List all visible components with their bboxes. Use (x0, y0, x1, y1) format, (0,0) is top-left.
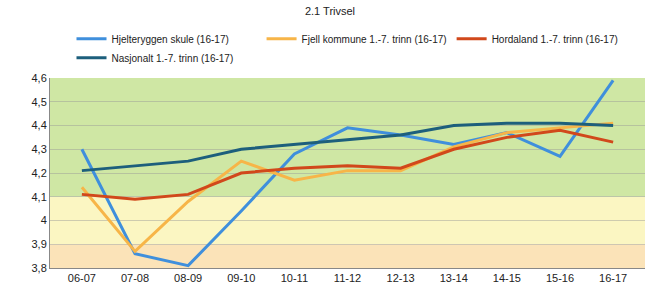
svg-text:Hordaland 1.-7. trinn (16-17): Hordaland 1.-7. trinn (16-17) (492, 34, 618, 45)
svg-text:11-12: 11-12 (334, 272, 361, 284)
svg-text:13-14: 13-14 (440, 272, 468, 284)
svg-text:4: 4 (41, 214, 47, 226)
svg-text:16-17: 16-17 (599, 272, 627, 284)
svg-text:4,3: 4,3 (32, 143, 47, 155)
svg-text:09-10: 09-10 (227, 272, 255, 284)
svg-text:4,1: 4,1 (32, 191, 47, 203)
svg-text:Fjell kommune 1.-7. trinn (16-: Fjell kommune 1.-7. trinn (16-17) (302, 34, 447, 45)
svg-text:Hjelteryggen skule (16-17): Hjelteryggen skule (16-17) (112, 34, 229, 45)
svg-text:07-08: 07-08 (121, 272, 149, 284)
svg-text:4,4: 4,4 (32, 119, 47, 131)
svg-text:12-13: 12-13 (387, 272, 415, 284)
svg-text:10-11: 10-11 (281, 272, 308, 284)
svg-text:06-07: 06-07 (68, 272, 96, 284)
svg-text:3,9: 3,9 (32, 238, 47, 250)
svg-text:14-15: 14-15 (493, 272, 521, 284)
svg-text:4,5: 4,5 (32, 96, 47, 108)
svg-text:2.1 Trivsel: 2.1 Trivsel (305, 5, 355, 17)
svg-text:15-16: 15-16 (546, 272, 574, 284)
svg-text:4,2: 4,2 (32, 167, 47, 179)
svg-text:Nasjonalt 1.-7. trinn (16-17): Nasjonalt 1.-7. trinn (16-17) (112, 53, 234, 64)
svg-text:3,8: 3,8 (32, 262, 47, 274)
svg-text:08-09: 08-09 (174, 272, 202, 284)
svg-text:4,6: 4,6 (32, 72, 47, 84)
